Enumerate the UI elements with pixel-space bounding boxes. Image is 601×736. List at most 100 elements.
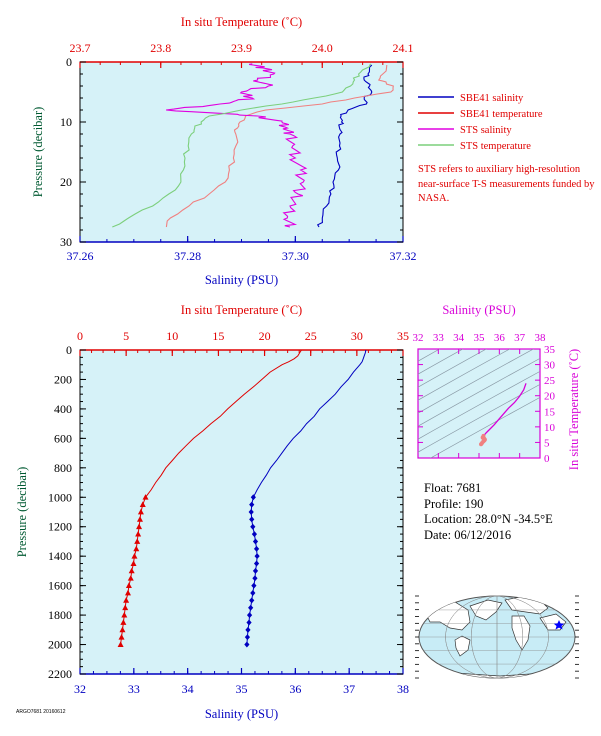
legend-label: STS salinity [460,125,512,136]
temperature-marker [134,538,141,544]
ts-temperature-tick-label: 20 [544,391,556,403]
temperature-marker [118,633,125,640]
salinity-marker [251,531,258,538]
bottom-temperature-tick-label: 0 [77,329,83,343]
ts-temperature-tick-label: 15 [544,406,556,418]
bottom-temperature-tick-label: 35 [397,329,409,343]
bottom-pressure-tick-label: 1800 [48,608,72,622]
salinity-marker [245,626,251,633]
bottom-pressure-tick-label: 1000 [48,490,72,504]
bottom-temperature-tick-label: 30 [351,329,363,343]
density-contour [418,349,487,388]
temperature-marker [119,626,126,633]
top-series-sts-temperature [112,63,372,228]
top-pressure-tick-label: 30 [60,235,72,249]
ts-salinity-tick-label: 34 [453,332,465,344]
temperature-marker [123,597,130,603]
ts-temperature-tick-label: 25 [544,375,556,387]
ts-salinity-tick-label: 35 [474,332,486,344]
temperature-marker [135,530,142,537]
bottom-salinity-tick-label: 34 [182,682,194,696]
salinity-marker [252,567,259,574]
top-salinity-axis-label: Salinity (PSU) [205,273,278,287]
ts-temperature-axis-label: In situ Temperature (˚C) [567,349,581,470]
salinity-marker [249,501,255,508]
ts-temperature-tick-label: 30 [544,360,556,372]
footer-code: ARGO7681 20160612 [16,709,66,715]
top-pressure-axis-label: Pressure (decibar) [31,107,45,198]
bottom-temperature-tick-label: 10 [166,329,178,343]
bottom-temperature-tick-label: 15 [212,329,224,343]
salinity-marker [250,494,256,501]
salinity-marker [246,612,253,619]
temperature-marker [130,560,137,566]
temperature-marker [137,508,144,515]
salinity-marker [252,575,258,582]
top-salinity-tick-label: 37.26 [67,249,94,263]
ts-salinity-tick-label: 38 [535,332,547,344]
float-info: Float: 7681 Profile: 190 Location: 28.0°… [424,481,553,543]
bottom-pressure-tick-label: 200 [54,372,72,386]
temperature-marker [131,552,138,559]
bottom-salinity-tick-label: 36 [289,682,301,696]
ts-temperature-tick-label: 0 [544,453,550,465]
bottom-salinity-tick-label: 35 [236,682,248,696]
salinity-marker [253,560,260,567]
bottom-pressure-tick-label: 0 [66,343,72,357]
density-contour [413,263,548,338]
bottom-pressure-tick-label: 1400 [48,549,72,563]
bottom-pressure-tick-label: 2000 [48,638,72,652]
salinity-marker [244,634,251,641]
bottom-temperature-axis-label: In situ Temperature (˚C) [181,303,302,317]
top-temperature-tick-label: 23.9 [231,41,252,55]
temperature-marker [136,516,143,522]
top-temperature-tick-label: 23.8 [150,41,171,55]
top-temperature-tick-label: 24.0 [312,41,333,55]
ts-salinity-tick-label: 33 [433,332,445,344]
location: Location: 28.0°N -34.5°E [424,512,553,526]
bottom-temperature-tick-label: 25 [305,329,317,343]
salinity-marker [246,619,252,626]
ts-salinity-tick-label: 36 [494,332,506,344]
temperature-marker [124,589,131,596]
density-contour [418,349,511,401]
salinity-marker [252,538,259,545]
salinity-marker [251,582,257,589]
top-salinity-tick-label: 37.28 [174,249,201,263]
bottom-temperature-tick-label: 20 [259,329,271,343]
ts-temperature-tick-label: 10 [544,422,556,434]
bottom-pressure-tick-label: 800 [54,461,72,475]
temperature-marker [121,611,128,618]
density-contour [418,349,535,414]
float-id: Float: 7681 [424,481,482,495]
top-pressure-tick-label: 20 [60,175,72,189]
temperature-marker [117,641,124,647]
salinity-marker [250,523,256,530]
ts-temperature-tick-label: 5 [544,437,550,449]
float-location-marker [553,620,565,630]
bottom-plot-area [79,349,404,675]
bottom-pressure-tick-label: 1200 [48,520,72,534]
bottom-pressure-axis-label: Pressure (decibar) [15,467,29,558]
ts-salinity-tick-label: 37 [514,332,526,344]
salinity-marker [249,516,255,523]
salinity-marker [254,553,260,560]
top-salinity-tick-label: 37.30 [282,249,309,263]
temperature-marker [125,582,132,589]
bottom-salinity-tick-label: 33 [128,682,140,696]
world-map-land [454,635,471,657]
top-series-sbe41-temperature [165,64,394,228]
temperature-marker [128,567,135,574]
top-pressure-tick-label: 0 [66,55,72,69]
density-contour [418,349,464,375]
salinity-marker [248,509,254,515]
density-contour [418,349,441,362]
top-series-sbe41-salinity [316,64,373,228]
bottom-salinity-tick-label: 38 [397,682,409,696]
top-temperature-tick-label: 23.7 [70,41,91,55]
legend-label: STS temperature [460,141,531,152]
salinity-marker [244,641,250,648]
top-temperature-tick-label: 24.1 [393,41,414,55]
ts-plot-area [417,348,541,459]
